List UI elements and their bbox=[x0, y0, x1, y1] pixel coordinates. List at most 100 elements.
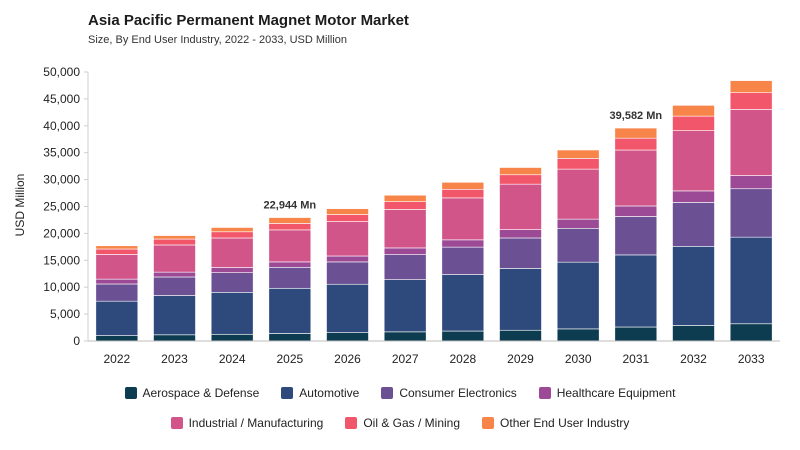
bar-segment bbox=[729, 188, 773, 238]
bar-segment bbox=[499, 183, 542, 230]
legend-item: Industrial / Manufacturing bbox=[170, 416, 324, 430]
bar-segment bbox=[383, 209, 427, 249]
legend-row-1: Aerospace & Defense Automotive Consumer El… bbox=[0, 386, 800, 400]
bar-segment bbox=[326, 261, 369, 285]
bar-segment bbox=[383, 247, 427, 255]
legend-item: Healthcare Equipment bbox=[538, 386, 676, 400]
bar-segment bbox=[556, 261, 600, 330]
y-tick-label: 35,000 bbox=[43, 146, 80, 160]
bar-segment bbox=[153, 235, 196, 240]
data-annotation: 22,944 Mn bbox=[264, 200, 317, 212]
x-tick-label: 2024 bbox=[219, 352, 246, 366]
bar-segment bbox=[268, 261, 312, 268]
bar-segment bbox=[672, 130, 715, 192]
bar-segment bbox=[95, 278, 139, 285]
bar-segment bbox=[210, 272, 254, 293]
x-tick-label: 2033 bbox=[738, 352, 765, 366]
legend-item: Other End User Industry bbox=[482, 416, 629, 430]
y-tick-label: 50,000 bbox=[43, 65, 80, 79]
bar-segment bbox=[729, 175, 773, 190]
x-tick-label: 2031 bbox=[622, 352, 649, 366]
bar-segment bbox=[614, 127, 658, 139]
bar-segment bbox=[672, 325, 715, 342]
y-tick-label: 30,000 bbox=[43, 173, 80, 187]
bar-segment bbox=[672, 246, 715, 326]
bar-segment bbox=[441, 330, 485, 342]
legend-item: Oil & Gas / Mining bbox=[345, 416, 460, 430]
bar-segment bbox=[326, 283, 369, 333]
bar-segment bbox=[729, 109, 773, 176]
bar-segment bbox=[326, 208, 369, 215]
bar-segment bbox=[326, 255, 369, 263]
bar-segment bbox=[729, 323, 773, 342]
bar-segment bbox=[153, 276, 196, 296]
data-annotation: 39,582 Mn bbox=[610, 110, 663, 122]
bar-segment bbox=[614, 216, 658, 256]
bar-segment bbox=[383, 279, 427, 333]
bar-segment bbox=[499, 174, 542, 185]
bar-segment bbox=[95, 283, 139, 302]
bar-segment bbox=[729, 236, 773, 325]
bar-segment bbox=[268, 287, 312, 334]
bar-segment bbox=[95, 335, 139, 342]
bar-segment bbox=[556, 218, 600, 229]
bar-segment bbox=[441, 239, 485, 248]
bars-group bbox=[95, 80, 773, 342]
bar-segment bbox=[614, 205, 658, 217]
bar-segment bbox=[210, 237, 254, 268]
legend-swatch bbox=[345, 417, 358, 429]
bar-segment bbox=[441, 181, 485, 190]
legend-label: Automotive bbox=[299, 386, 360, 400]
legend-swatch bbox=[281, 387, 294, 399]
legend-label: Consumer Electronics bbox=[399, 386, 517, 400]
x-tick-label: 2023 bbox=[161, 352, 188, 366]
bar-segment bbox=[672, 115, 715, 131]
legend-item: Automotive bbox=[281, 386, 359, 400]
bar-segment bbox=[499, 268, 542, 331]
legend-label: Industrial / Manufacturing bbox=[188, 416, 324, 430]
bar-segment bbox=[326, 221, 369, 257]
x-tick-label: 2032 bbox=[680, 352, 707, 366]
bar-segment bbox=[556, 158, 600, 170]
y-tick-label: 10,000 bbox=[43, 280, 80, 294]
bar-segment bbox=[556, 149, 600, 159]
bar-segment bbox=[210, 231, 254, 239]
bar-segment bbox=[326, 214, 369, 222]
annotations-group: 22,944 Mn 39,582 Mn bbox=[264, 110, 663, 212]
bar-segment bbox=[441, 246, 485, 275]
legend-swatch bbox=[124, 387, 137, 399]
x-axis: 2022 2023 2024 2025 2026 2027 2028 2029 2030 2031… bbox=[88, 340, 780, 366]
bar-segment bbox=[268, 217, 312, 224]
stacked-bar-chart: 0 5,000 10,000 15,000 20,000 25,000 30,000 35,0… bbox=[13, 65, 780, 366]
bar-segment bbox=[441, 274, 485, 332]
bar-segment bbox=[153, 334, 196, 342]
bar-segment bbox=[268, 333, 312, 342]
legend-item: Consumer Electronics bbox=[381, 386, 517, 400]
bar-segment bbox=[499, 167, 542, 176]
bar-segment bbox=[614, 326, 658, 342]
bar-segment bbox=[614, 137, 658, 151]
bar-segment bbox=[268, 266, 312, 289]
bar-segment bbox=[556, 328, 600, 342]
y-tick-label: 25,000 bbox=[43, 200, 80, 214]
bar-segment bbox=[326, 332, 369, 342]
y-tick-label: 45,000 bbox=[43, 92, 80, 106]
legend-label: Aerospace & Defense bbox=[142, 386, 260, 400]
bar-segment bbox=[729, 92, 773, 110]
bar-segment bbox=[268, 229, 312, 263]
bar-segment bbox=[153, 271, 196, 278]
legend-swatch bbox=[170, 417, 183, 429]
bar-segment bbox=[672, 105, 715, 117]
x-tick-label: 2026 bbox=[334, 352, 361, 366]
bar-segment bbox=[499, 237, 542, 269]
bar-segment bbox=[499, 329, 542, 342]
bar-segment bbox=[556, 168, 600, 220]
legend-label: Healthcare Equipment bbox=[556, 386, 676, 400]
x-tick-label: 2025 bbox=[276, 352, 303, 366]
bar-segment bbox=[614, 254, 658, 328]
legend-row-2: Industrial / Manufacturing Oil & Gas / Mi… bbox=[0, 416, 800, 430]
y-tick-label: 0 bbox=[73, 334, 80, 348]
y-axis-label: USD Million bbox=[13, 174, 27, 237]
legend-swatch bbox=[482, 417, 495, 429]
